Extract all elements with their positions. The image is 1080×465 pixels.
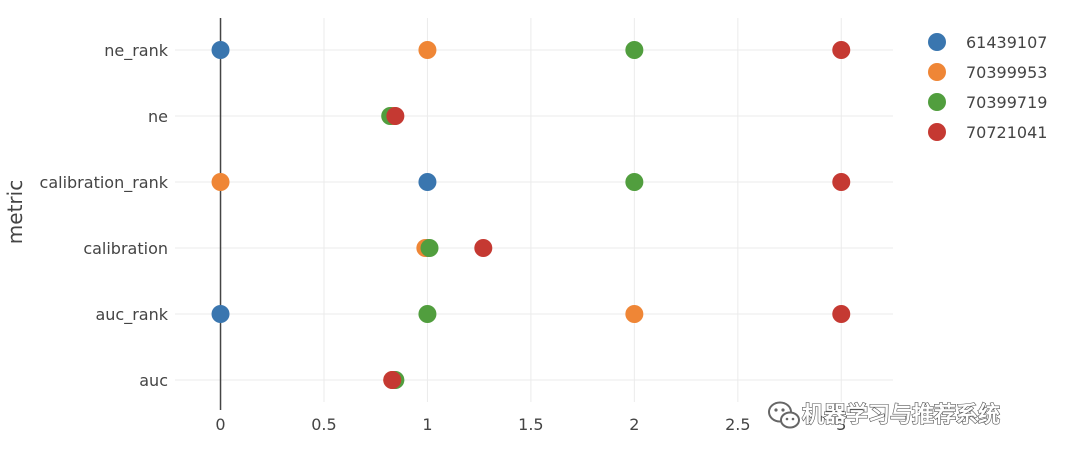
data-point: [625, 41, 644, 59]
data-point: [474, 239, 493, 257]
legend-marker: [928, 123, 946, 141]
x-tick-label: 0.5: [311, 415, 336, 434]
legend-marker: [928, 33, 946, 51]
legend: 61439107 70399953 70399719 70721041: [928, 33, 1047, 142]
y-category-label: calibration: [83, 239, 168, 258]
data-point: [832, 41, 851, 59]
y-category-label: ne: [148, 107, 168, 126]
data-point: [832, 173, 851, 191]
data-point: [418, 173, 437, 191]
legend-label: 70721041: [966, 123, 1047, 142]
legend-label: 70399719: [966, 93, 1047, 112]
data-point: [386, 107, 405, 125]
x-tick-label: 2: [629, 415, 639, 434]
y-category-label: auc: [139, 371, 168, 390]
watermark-text: 机器学习与推荐系统: [802, 402, 1000, 428]
data-point: [420, 239, 439, 257]
y-axis-title: metric: [3, 180, 27, 244]
data-point: [418, 305, 437, 323]
x-tick-label: 1: [422, 415, 432, 434]
x-tick-label: 0: [215, 415, 225, 434]
data-point: [211, 173, 230, 191]
legend-marker: [928, 63, 946, 81]
data-point: [418, 41, 437, 59]
data-point: [211, 41, 230, 59]
legend-label: 61439107: [966, 33, 1047, 52]
point-layer: [211, 41, 851, 389]
wechat-icon: [768, 401, 800, 429]
data-point: [625, 305, 644, 323]
data-point: [832, 305, 851, 323]
y-category-label: auc_rank: [95, 305, 168, 325]
grid-layer: [175, 18, 893, 402]
x-tick-label: 1.5: [518, 415, 543, 434]
legend-label: 70399953: [966, 63, 1047, 82]
watermark: 机器学习与推荐系统: [768, 401, 1001, 429]
y-category-label: calibration_rank: [40, 173, 169, 193]
legend-marker: [928, 93, 946, 111]
data-point: [625, 173, 644, 191]
data-point: [211, 305, 230, 323]
x-tick-label: 2.5: [725, 415, 750, 434]
data-point: [383, 371, 402, 389]
y-category-label: ne_rank: [104, 41, 169, 61]
x-tick-label: 3: [836, 415, 846, 434]
